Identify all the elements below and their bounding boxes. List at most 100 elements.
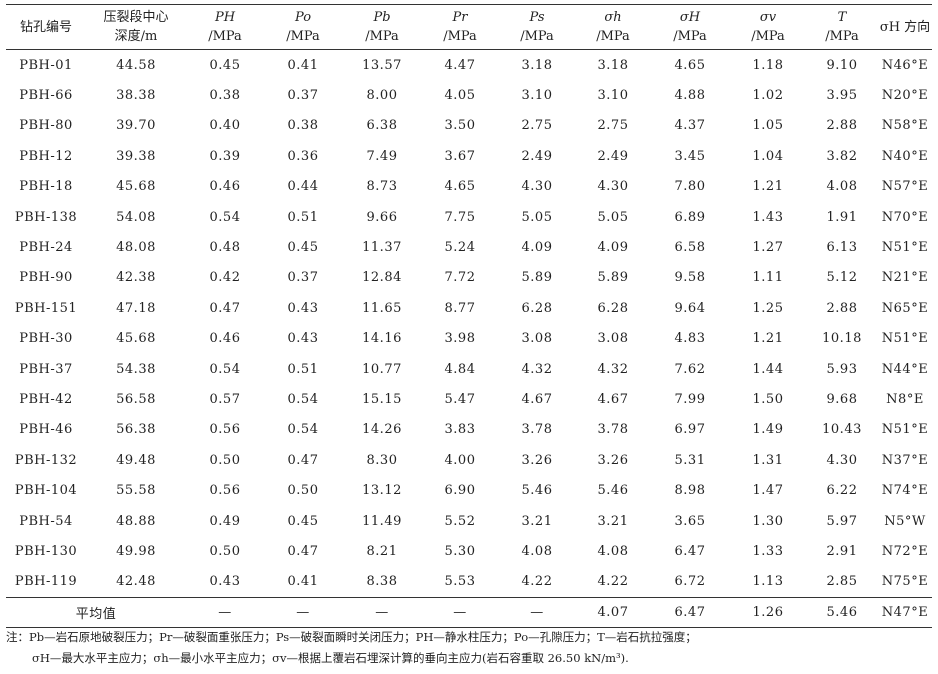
cell-sh: 4.67: [597, 391, 629, 407]
average-cell: —: [264, 597, 342, 629]
table-row: PBH-138 54.08 0.54 0.51 9.66 7.75 5.05 5.05 6.89…: [6, 202, 932, 232]
cell-Pr: 7.75: [444, 209, 476, 225]
cell-Ps: 2.75: [521, 118, 553, 134]
cell-Pb: 8.73: [366, 179, 398, 195]
cell-dir: N40°E: [881, 148, 929, 164]
cell-Po: 0.36: [287, 148, 319, 164]
cell-depth: 39.70: [116, 118, 156, 134]
cell-hole: PBH-90: [19, 270, 73, 286]
cell-sh: 5.05: [597, 209, 629, 225]
cell-PH: 0.46: [209, 179, 241, 195]
cell-Ps: 3.08: [521, 331, 553, 347]
cell-sh: 4.08: [597, 543, 629, 559]
table-row: PBH-30 45.68 0.46 0.43 14.16 3.98 3.08 3.08 4.83…: [6, 324, 932, 354]
table-row: PBH-119 42.48 0.43 0.41 8.38 5.53 4.22 4.22 6.72…: [6, 567, 932, 598]
cell-sH: 4.83: [674, 331, 706, 347]
cell-Ps: 6.28: [521, 300, 553, 316]
header-PH: PH/MPa: [186, 4, 264, 50]
cell-hole: PBH-130: [14, 543, 78, 559]
cell-Pr: 5.53: [444, 574, 476, 590]
cell-Pr: 3.83: [444, 422, 476, 438]
cell-Pr: 6.90: [444, 483, 476, 499]
cell-depth: 45.68: [116, 179, 156, 195]
cell-PH: 0.57: [209, 391, 241, 407]
cell-depth: 47.18: [116, 300, 156, 316]
cell-sv: 1.25: [752, 300, 784, 316]
table-row: PBH-132 49.48 0.50 0.47 8.30 4.00 3.26 3.26 5.31…: [6, 445, 932, 475]
cell-Po: 0.54: [287, 422, 319, 438]
cell-hole: PBH-54: [19, 513, 73, 529]
average-label: 平均值: [6, 597, 186, 629]
cell-T: 2.88: [826, 300, 858, 316]
cell-sh: 4.22: [597, 574, 629, 590]
cell-PH: 0.39: [209, 148, 241, 164]
cell-sH: 5.31: [674, 452, 706, 468]
cell-Po: 0.47: [287, 543, 319, 559]
cell-depth: 54.08: [116, 209, 156, 225]
cell-sv: 1.43: [752, 209, 784, 225]
header-sigma-v: σv/MPa: [730, 4, 806, 50]
cell-Ps: 5.46: [521, 483, 553, 499]
cell-sH: 4.88: [674, 88, 706, 104]
cell-Pb: 12.84: [362, 270, 402, 286]
cell-sH: 7.62: [674, 361, 706, 377]
cell-depth: 56.38: [116, 422, 156, 438]
cell-T: 2.88: [826, 118, 858, 134]
header-sigma-h: σh/MPa: [576, 4, 650, 50]
cell-dir: N5°W: [884, 513, 926, 529]
cell-Ps: 4.08: [521, 543, 553, 559]
header-Pb: Pb/MPa: [342, 4, 422, 50]
cell-sH: 9.64: [674, 300, 706, 316]
cell-T: 4.30: [826, 452, 858, 468]
average-cell: 5.46: [806, 597, 878, 629]
table-footnote: 注：Pb—岩石原地破裂压力；Pr—破裂面重张压力；Ps—破裂面瞬时关闭压力；PH…: [6, 627, 932, 669]
cell-hole: PBH-42: [19, 391, 73, 407]
cell-T: 10.18: [822, 331, 862, 347]
cell-sv: 1.04: [752, 148, 784, 164]
cell-hole: PBH-80: [19, 118, 73, 134]
cell-depth: 42.38: [116, 270, 156, 286]
cell-hole: PBH-138: [14, 209, 78, 225]
cell-sh: 6.28: [597, 300, 629, 316]
cell-dir: N70°E: [881, 209, 929, 225]
stress-results-table-container: 钻孔编号 压裂段中心 深度/m PH/MPa Po/MPa Pb/MPa Pr/M…: [6, 4, 932, 629]
cell-Ps: 3.21: [521, 513, 553, 529]
table-row: PBH-80 39.70 0.40 0.38 6.38 3.50 2.75 2.75 4.37 1…: [6, 111, 932, 141]
cell-sh: 3.18: [597, 57, 629, 73]
cell-hole: PBH-37: [19, 361, 73, 377]
cell-Ps: 4.22: [521, 574, 553, 590]
cell-PH: 0.54: [209, 209, 241, 225]
cell-PH: 0.40: [209, 118, 241, 134]
cell-Ps: 3.78: [521, 422, 553, 438]
cell-Ps: 3.18: [521, 57, 553, 73]
average-cell: N47°E: [878, 597, 932, 629]
cell-T: 5.97: [826, 513, 858, 529]
cell-dir: N51°E: [881, 331, 929, 347]
cell-Ps: 4.67: [521, 391, 553, 407]
cell-Po: 0.51: [287, 209, 319, 225]
cell-depth: 55.58: [116, 483, 156, 499]
cell-Pr: 3.98: [444, 331, 476, 347]
cell-sv: 1.44: [752, 361, 784, 377]
table-header-row: 钻孔编号 压裂段中心 深度/m PH/MPa Po/MPa Pb/MPa Pr/M…: [6, 4, 932, 50]
cell-Pb: 11.37: [362, 240, 402, 256]
cell-sv: 1.33: [752, 543, 784, 559]
cell-dir: N46°E: [881, 57, 929, 73]
cell-Pb: 13.57: [362, 57, 402, 73]
cell-Pr: 4.65: [444, 179, 476, 195]
cell-Pb: 8.30: [366, 452, 398, 468]
cell-Po: 0.50: [287, 483, 319, 499]
cell-T: 5.93: [826, 361, 858, 377]
cell-sv: 1.27: [752, 240, 784, 256]
cell-Po: 0.43: [287, 300, 319, 316]
cell-sh: 3.21: [597, 513, 629, 529]
cell-dir: N20°E: [881, 88, 929, 104]
cell-Pb: 6.38: [366, 118, 398, 134]
cell-sh: 5.46: [597, 483, 629, 499]
cell-PH: 0.45: [209, 57, 241, 73]
cell-Ps: 4.30: [521, 179, 553, 195]
cell-hole: PBH-132: [14, 452, 78, 468]
table-row: PBH-12 39.38 0.39 0.36 7.49 3.67 2.49 2.49 3.45 1…: [6, 141, 932, 171]
cell-dir: N44°E: [881, 361, 929, 377]
table-row: PBH-42 56.58 0.57 0.54 15.15 5.47 4.67 4.67 7.99…: [6, 384, 932, 414]
